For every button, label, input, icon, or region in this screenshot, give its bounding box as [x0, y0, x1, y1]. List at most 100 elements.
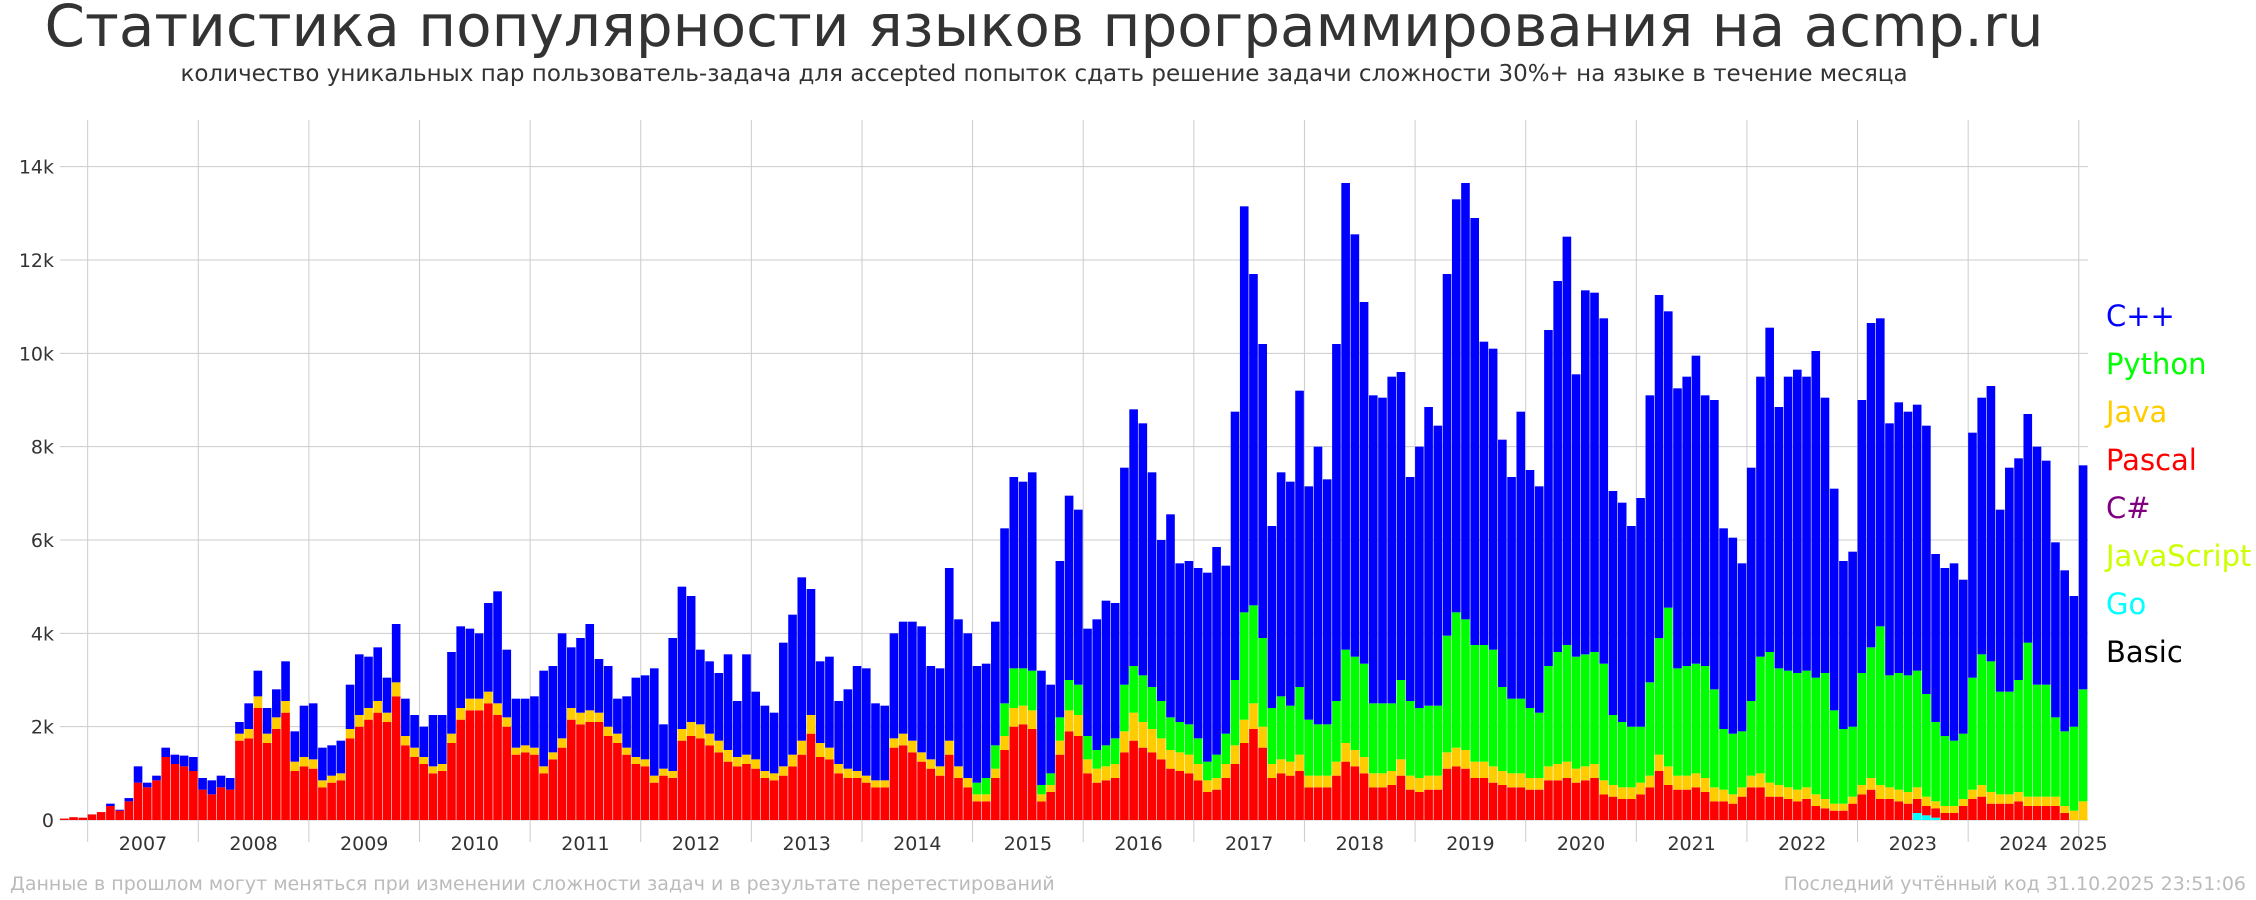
bar-pascal-2017-10 [1276, 773, 1286, 820]
legend-item-c-: C# [2106, 491, 2151, 525]
bar-python-2015-02 [981, 778, 991, 795]
bar-c--2021-07 [1691, 355, 1701, 664]
bar-pascal-2010-06 [465, 710, 475, 820]
bar-c--2015-05 [1009, 477, 1019, 669]
bar-pascal-2017-04 [1221, 778, 1231, 820]
bar-java-2012-04 [668, 771, 678, 778]
bar-c--2022-07 [1802, 376, 1811, 671]
bar-pascal-2012-06 [686, 736, 696, 820]
bar-pascal-2019-01 [1415, 792, 1424, 820]
bar-python-2023-12 [1958, 733, 1968, 799]
bar-python-2018-12 [1405, 701, 1415, 776]
bar-c--2012-06 [686, 596, 696, 722]
bar-python-2018-07 [1359, 663, 1369, 757]
bar-pascal-2016-01 [1083, 773, 1092, 820]
bar-python-2023-06 [1903, 675, 1913, 792]
bar-java-2023-07 [1912, 787, 1922, 799]
bar-java-2021-05 [1673, 775, 1682, 790]
bar-java-2021-08 [1700, 778, 1710, 792]
bar-java-2018-10 [1387, 771, 1397, 785]
bar-c--2016-11 [1175, 563, 1185, 722]
bar-java-2014-08 [926, 759, 936, 769]
bar-c--2019-04 [1442, 274, 1452, 636]
bar-c--2012-01 [640, 675, 650, 760]
y-tick-label: 6k [31, 530, 54, 552]
bar-java-2010-01 [419, 757, 429, 764]
bar-java-2018-06 [1350, 750, 1360, 767]
bar-pascal-2023-05 [1894, 801, 1904, 820]
bar-java-2015-12 [1074, 715, 1083, 736]
bar-pascal-2011-12 [631, 764, 641, 820]
bar-c--2020-06 [1571, 374, 1581, 657]
bar-c--2019-11 [1507, 477, 1516, 699]
bar-pascal-2008-11 [290, 771, 300, 820]
bar-java-2021-07 [1691, 773, 1701, 788]
bar-java-2016-01 [1083, 759, 1092, 774]
bar-pascal-2007-02 [96, 812, 106, 820]
bar-pascal-2009-06 [354, 726, 364, 820]
bar-python-2024-10 [2051, 717, 2060, 797]
bar-java-2020-05 [1562, 761, 1572, 778]
x-year-label: 2010 [451, 833, 499, 855]
bar-c--2012-02 [649, 668, 659, 776]
bar-c--2015-07 [1027, 472, 1037, 671]
bars [60, 183, 2088, 820]
bar-pascal-2021-01 [1636, 794, 1645, 820]
bar-c--2023-11 [1949, 563, 1959, 741]
bar-pascal-2022-03 [1765, 796, 1774, 820]
bar-java-2009-11 [401, 736, 410, 746]
bar-pascal-2023-03 [1875, 799, 1885, 820]
bar-java-2024-03 [1986, 792, 1996, 804]
bar-java-2009-06 [354, 715, 364, 727]
bar-c--2013-03 [769, 712, 779, 774]
bar-c--2013-12 [852, 666, 862, 771]
bar-c--2012-04 [668, 638, 678, 771]
bar-c--2024-11 [2060, 570, 2069, 732]
bar-java-2021-12 [1737, 787, 1747, 797]
bar-c--2010-06 [465, 628, 475, 699]
bar-java-2018-02 [1313, 775, 1323, 788]
bar-c--2015-11 [1064, 495, 1074, 680]
bar-c--2019-10 [1498, 439, 1507, 687]
bar-pascal-2010-02 [428, 773, 438, 820]
bar-c--2013-07 [806, 589, 816, 715]
bar-python-2016-02 [1092, 750, 1102, 769]
bar-c--2018-04 [1332, 344, 1341, 701]
bar-java-2020-09 [1599, 780, 1609, 795]
bar-c--2011-08 [594, 659, 604, 713]
bar-c--2009-11 [401, 698, 410, 736]
bar-java-2021-01 [1636, 782, 1645, 795]
bar-pascal-2014-02 [871, 787, 880, 820]
bar-pascal-2007-12 [189, 771, 198, 820]
bar-pascal-2016-10 [1166, 768, 1175, 820]
bar-java-2020-06 [1571, 768, 1581, 783]
bar-java-2010-07 [474, 698, 484, 711]
bar-java-2015-07 [1027, 710, 1037, 729]
bar-c--2011-03 [548, 666, 558, 753]
bar-java-2022-03 [1765, 782, 1774, 797]
bar-java-2015-03 [991, 768, 1000, 778]
bar-java-2022-05 [1783, 787, 1793, 799]
bar-pascal-2009-10 [391, 696, 401, 820]
bar-c--2020-09 [1599, 318, 1609, 664]
bar-pascal-2020-01 [1525, 789, 1535, 820]
bar-c--2017-07 [1249, 274, 1258, 606]
bar-java-2012-02 [649, 775, 659, 783]
bar-c--2023-02 [1866, 323, 1876, 648]
bar-pascal-2022-05 [1783, 799, 1793, 820]
bar-python-2018-10 [1387, 703, 1397, 771]
bar-c--2011-05 [567, 647, 576, 708]
bar-pascal-2006-10 [60, 818, 69, 820]
bar-c--2018-06 [1350, 234, 1360, 657]
bar-c--2013-06 [797, 577, 807, 741]
bar-python-2018-06 [1350, 656, 1360, 750]
bar-java-2014-12 [963, 778, 972, 788]
bar-java-2014-05 [898, 733, 908, 746]
bar-java-2019-07 [1470, 761, 1479, 778]
bar-java-2011-02 [539, 766, 548, 774]
bar-java-2021-10 [1719, 789, 1728, 802]
bar-pascal-2019-04 [1442, 768, 1452, 820]
y-tick-label: 14k [19, 157, 54, 179]
bar-c--2018-11 [1396, 372, 1406, 680]
bar-pascal-2023-09 [1931, 808, 1940, 818]
